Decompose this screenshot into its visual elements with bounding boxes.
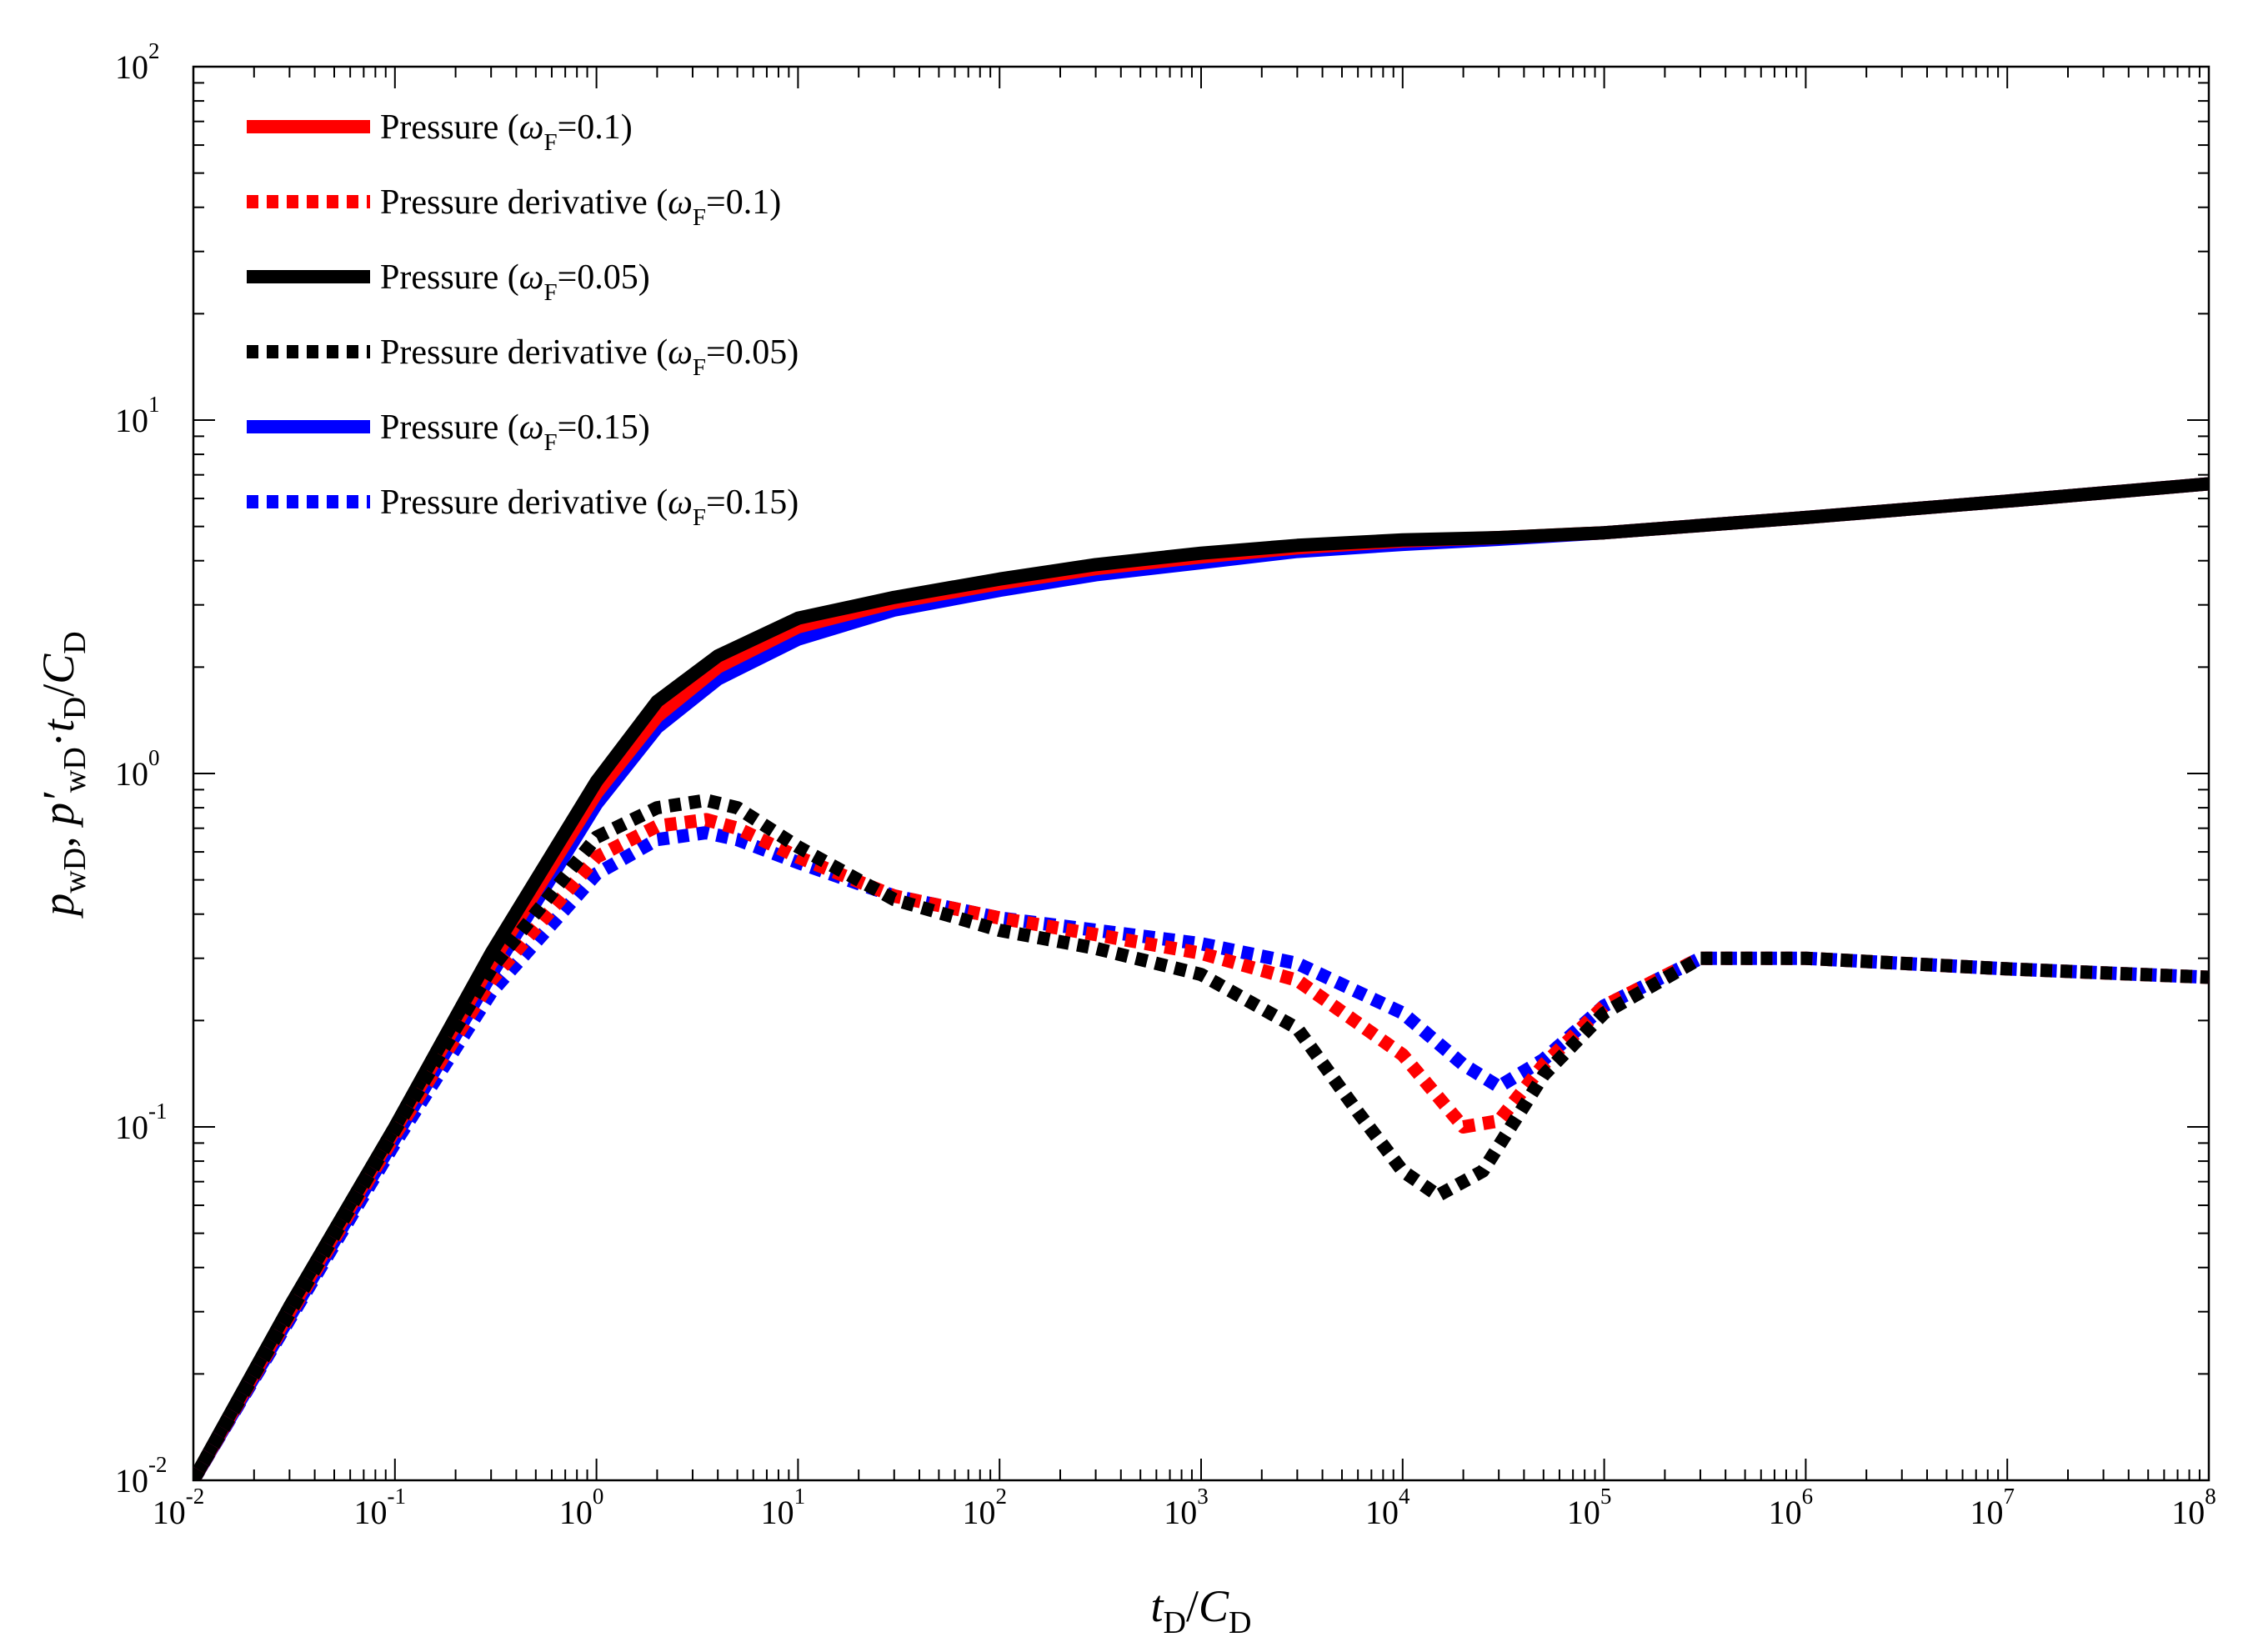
- series-layer: [193, 477, 2209, 1480]
- series-line: [193, 826, 2209, 1480]
- x-tick-label: 103: [1164, 1484, 1209, 1531]
- legend: Pressure (ωF=0.1) Pressure derivative (ωF…: [247, 108, 799, 531]
- x-axis-label: tD/CD: [1151, 1581, 1252, 1640]
- x-tick-label: 10-1: [354, 1484, 407, 1531]
- x-tick-labels: 10-2 10-1 100 101 102 103 104 105 106 107 108: [153, 1484, 2216, 1531]
- x-tick-label: 104: [1365, 1484, 1410, 1531]
- y-tick-label: 101: [115, 392, 160, 439]
- series-line: [193, 477, 2209, 1480]
- y-tick-label: 10-2: [115, 1452, 168, 1499]
- legend-entry: Pressure (ωF=0.1): [380, 108, 633, 156]
- legend-entry: Pressure (ωF=0.15): [380, 408, 650, 456]
- y-axis-label: pwD, p′wD·tD/CD: [33, 631, 93, 919]
- y-tick-label: 102: [115, 38, 160, 86]
- x-tick-label: 108: [2171, 1484, 2216, 1531]
- y-tick-labels: 10-2 10-1 100 101 102: [115, 38, 168, 1499]
- legend-entry: Pressure derivative (ωF=0.05): [380, 333, 799, 381]
- y-tick-label: 100: [115, 745, 160, 793]
- y-tick-label: 10-1: [115, 1099, 168, 1146]
- legend-entry: Pressure (ωF=0.05): [380, 258, 650, 306]
- x-tick-label: 10-2: [153, 1484, 205, 1531]
- series-line: [193, 813, 2209, 1480]
- x-tick-label: 105: [1567, 1484, 1612, 1531]
- x-tick-label: 102: [962, 1484, 1007, 1531]
- series-line: [193, 793, 2209, 1480]
- axis-ticks: [193, 66, 2210, 1481]
- x-tick-label: 106: [1769, 1484, 1814, 1531]
- x-tick-label: 101: [761, 1484, 806, 1531]
- x-tick-label: 100: [559, 1484, 604, 1531]
- x-tick-label: 107: [1970, 1484, 2015, 1531]
- legend-entry: Pressure derivative (ωF=0.15): [380, 483, 799, 531]
- legend-entry: Pressure derivative (ωF=0.1): [380, 183, 781, 231]
